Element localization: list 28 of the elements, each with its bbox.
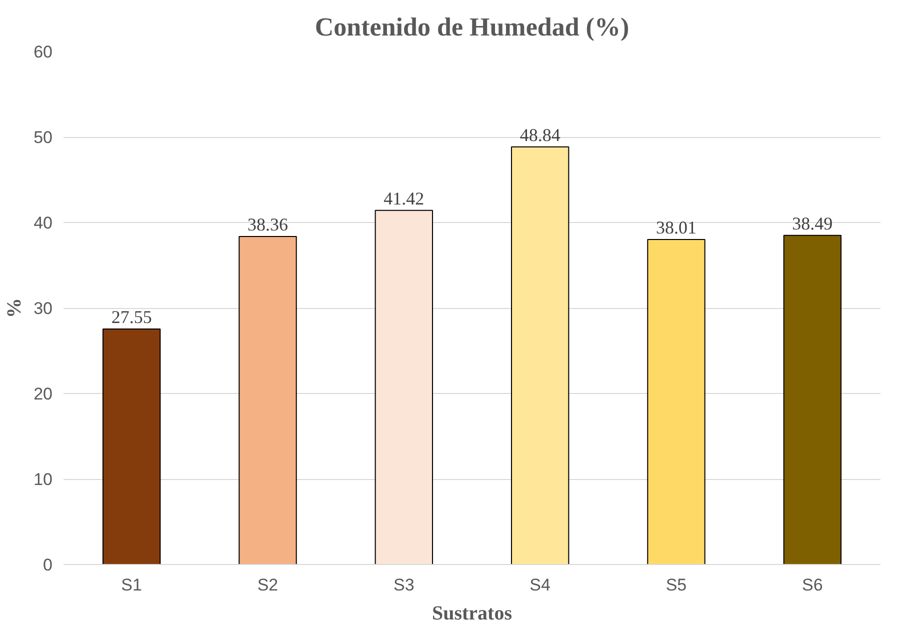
y-tick-label: 10 [34, 470, 53, 489]
chart-title: Contenido de Humedad (%) [314, 12, 630, 42]
x-axis-title: Sustratos [432, 602, 512, 624]
y-tick-label: 50 [34, 128, 53, 147]
y-tick-label: 0 [43, 556, 53, 574]
y-tick-label: 30 [34, 299, 53, 318]
x-tick-label: S1 [121, 576, 142, 594]
data-label: 27.55 [111, 306, 152, 327]
x-tick-label: S4 [530, 576, 550, 594]
y-tick-label: 60 [34, 42, 53, 62]
data-label: 38.36 [248, 214, 288, 235]
data-label: 38.49 [792, 213, 833, 234]
x-tick-label: S5 [666, 576, 687, 594]
y-axis-title: % [4, 298, 26, 318]
bar [102, 328, 161, 564]
data-label: 48.84 [520, 124, 560, 145]
data-label: 38.01 [656, 218, 696, 238]
y-tick-label: 20 [34, 384, 53, 404]
bar [510, 146, 570, 564]
data-label: 41.42 [384, 188, 424, 208]
x-tick-label: S3 [394, 576, 414, 594]
bar [647, 239, 706, 564]
bar [238, 236, 297, 564]
bar [374, 210, 434, 564]
x-tick-label: S2 [257, 576, 278, 594]
x-tick-label: S6 [802, 576, 823, 594]
bar [783, 234, 842, 564]
y-tick-label: 40 [34, 214, 53, 232]
